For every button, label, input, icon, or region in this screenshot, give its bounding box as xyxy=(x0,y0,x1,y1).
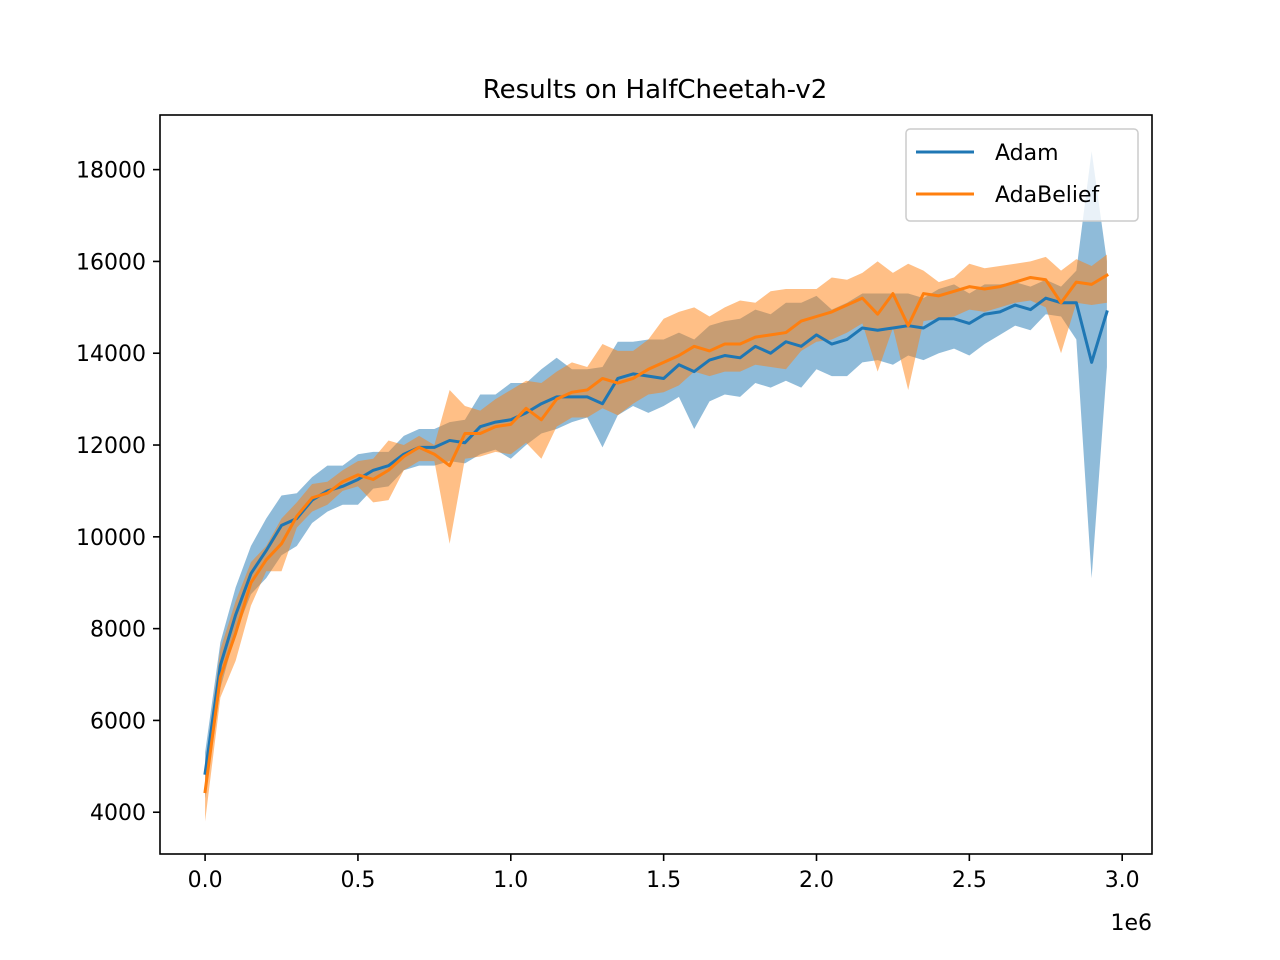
y-tick-label: 4000 xyxy=(90,801,146,826)
y-tick-label: 12000 xyxy=(76,434,146,459)
y-tick-label: 8000 xyxy=(90,618,146,643)
legend-label-adam: Adam xyxy=(995,141,1059,166)
x-tick-label: 1.5 xyxy=(646,868,681,893)
x-tick-label: 0.0 xyxy=(188,868,223,893)
x-tick-label: 3.0 xyxy=(1105,868,1140,893)
series-lines xyxy=(203,273,1109,794)
x-tick-label: 0.5 xyxy=(340,868,375,893)
y-tick-label: 14000 xyxy=(76,342,146,367)
y-tick-label: 16000 xyxy=(76,250,146,275)
chart-title: Results on HalfCheetah-v2 xyxy=(483,75,828,105)
x-tick-label: 2.0 xyxy=(799,868,834,893)
plot-area-frame xyxy=(159,114,1153,855)
band-adabelief xyxy=(205,254,1107,822)
y-tick-label: 6000 xyxy=(90,709,146,734)
legend: Adam AdaBelief xyxy=(905,128,1139,222)
x-tick-label: 1.0 xyxy=(493,868,528,893)
confidence-bands xyxy=(205,151,1107,822)
x-axis-ticks: 0.0 0.5 1.0 1.5 2.0 2.5 3.0 xyxy=(188,854,1140,893)
series-line-adabelief xyxy=(203,273,1109,794)
series-line-adam xyxy=(203,296,1109,775)
y-tick-label: 10000 xyxy=(76,526,146,551)
x-axis-offset-label: 1e6 xyxy=(1110,911,1152,936)
legend-label-adabelief: AdaBelief xyxy=(995,183,1100,208)
y-axis-ticks: 4000 6000 8000 10000 12000 14000 16000 18000 xyxy=(76,159,160,826)
y-tick-label: 18000 xyxy=(76,159,146,184)
x-tick-label: 2.5 xyxy=(952,868,987,893)
